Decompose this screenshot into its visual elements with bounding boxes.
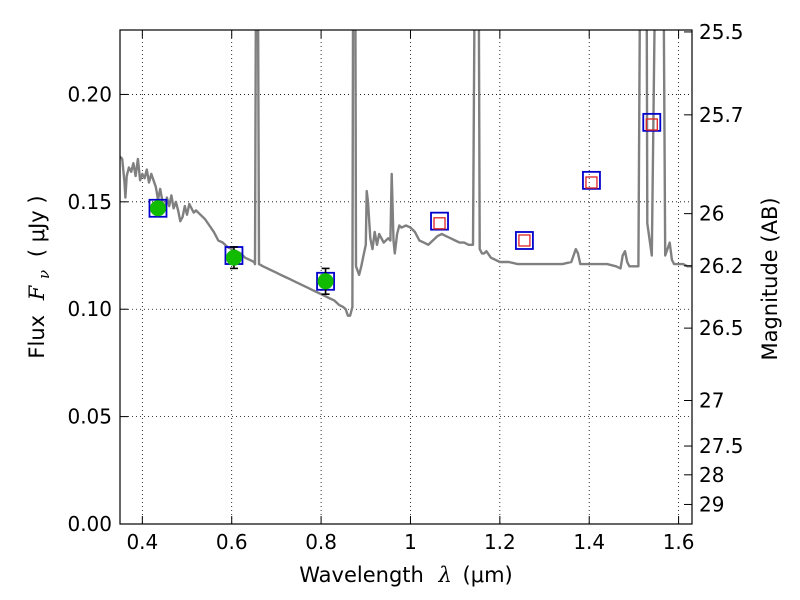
mag-tick-label: 27 xyxy=(699,389,724,413)
y-axis-label: Flux F ν ( μJy ) xyxy=(25,195,54,358)
x-tick-label: 1 xyxy=(404,530,417,554)
model-photometry-square xyxy=(582,170,601,190)
y-axis-label-unit: ( μJy ) xyxy=(25,195,49,257)
detection-point xyxy=(317,273,334,290)
upper-limit-square xyxy=(518,234,531,247)
x-axis-label-symbol: λ xyxy=(438,563,452,587)
grid-lines xyxy=(120,30,692,525)
x-tick-label: 1.4 xyxy=(573,530,605,554)
mag-tick-label: 29 xyxy=(699,492,724,516)
upper-limit-square xyxy=(645,118,658,131)
mag-tick-label: 25.7 xyxy=(699,103,744,127)
mag-tick-label: 26.2 xyxy=(699,254,744,278)
mag-tick-label: 26.5 xyxy=(699,316,744,340)
x-tick-label: 1.6 xyxy=(663,530,695,554)
y-axis-label-subscript: ν xyxy=(35,270,53,279)
model-photometry-square xyxy=(430,211,449,231)
mag-tick-label: 26 xyxy=(699,202,724,226)
y-tick-label: 0.10 xyxy=(67,297,112,321)
model-photometry-square xyxy=(148,198,168,218)
y-tick-label: 0.15 xyxy=(67,190,112,214)
y-axis-label-symbol: F xyxy=(25,284,49,301)
x-axis-label-text: Wavelength xyxy=(299,563,424,587)
upper-limit-square xyxy=(433,217,446,230)
y-axis-label-text: Flux xyxy=(25,315,49,359)
x-axis-label: Wavelength λ (μm) xyxy=(299,563,512,587)
upper-limit-square xyxy=(585,176,598,189)
y-tick-label: 0.20 xyxy=(67,82,112,106)
x-tick-label: 0.6 xyxy=(216,530,248,554)
mag-tick-label: 27.5 xyxy=(699,434,744,458)
ticks: 0.4 0.6 0.8 1 1.2 1.4 1.6 0.00 0.05 0.10 0.15 0.20 2… xyxy=(67,20,743,554)
y-tick-label: 0.05 xyxy=(67,405,112,429)
y2-axis-label: Magnitude (AB) xyxy=(758,197,782,360)
mag-tick-label: 28 xyxy=(699,463,724,487)
x-tick-label: 0.4 xyxy=(126,530,158,554)
sed-model-line xyxy=(120,30,692,317)
x-tick-label: 0.8 xyxy=(305,530,337,554)
model-photometry-square xyxy=(515,231,534,250)
detection-point xyxy=(225,249,242,266)
plot-frame xyxy=(119,29,693,525)
x-tick-label: 1.2 xyxy=(484,530,516,554)
x-axis-label-unit: (μm) xyxy=(463,563,513,587)
data-layer xyxy=(120,30,692,317)
model-photometry-square xyxy=(642,112,662,132)
detection-point xyxy=(149,200,166,217)
y-tick-label: 0.00 xyxy=(67,512,112,536)
marker-layer xyxy=(148,112,662,295)
mag-tick-label: 25.5 xyxy=(699,20,744,44)
